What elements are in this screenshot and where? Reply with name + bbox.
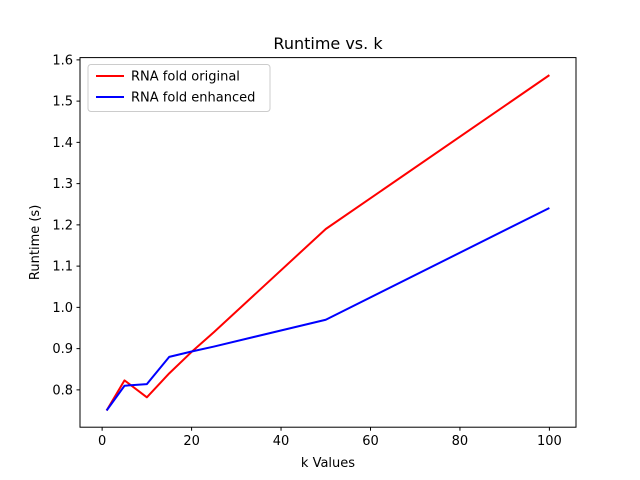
y-tick-label: 1.5 <box>52 95 73 110</box>
y-tick-label: 1.3 <box>52 177 73 192</box>
legend-label-enhanced: RNA fold enhanced <box>131 91 255 106</box>
legend-label-original: RNA fold original <box>131 70 240 85</box>
y-tick-label: 0.8 <box>52 383 73 398</box>
x-tick-label: 80 <box>452 434 469 449</box>
y-tick-label: 0.9 <box>52 342 73 357</box>
x-tick-label: 100 <box>537 434 562 449</box>
x-tick-label: 0 <box>98 434 106 449</box>
x-tick-label: 40 <box>273 434 290 449</box>
chart-title: Runtime vs. k <box>273 34 383 53</box>
y-axis: 0.8 0.9 1.0 1.1 1.2 1.3 1.4 1.5 1.6 <box>52 53 80 398</box>
series-layer <box>105 74 550 412</box>
y-tick-label: 1.6 <box>52 53 73 68</box>
y-tick-label: 1.4 <box>52 136 73 151</box>
y-tick-label: 1.0 <box>52 301 73 316</box>
y-tick-label: 1.1 <box>52 260 73 275</box>
x-axis: 0 20 40 60 80 100 <box>98 427 562 449</box>
x-axis-label: k Values <box>301 456 355 471</box>
plot-frame <box>79 57 577 428</box>
x-tick-label: 60 <box>362 434 379 449</box>
series-line-enhanced <box>105 207 550 412</box>
x-tick-label: 20 <box>183 434 200 449</box>
legend: RNA fold original RNA fold enhanced <box>87 64 271 112</box>
y-axis-label: Runtime (s) <box>28 205 43 280</box>
y-tick-label: 1.2 <box>52 218 73 233</box>
series-line-original <box>105 74 550 412</box>
legend-box <box>87 64 271 112</box>
